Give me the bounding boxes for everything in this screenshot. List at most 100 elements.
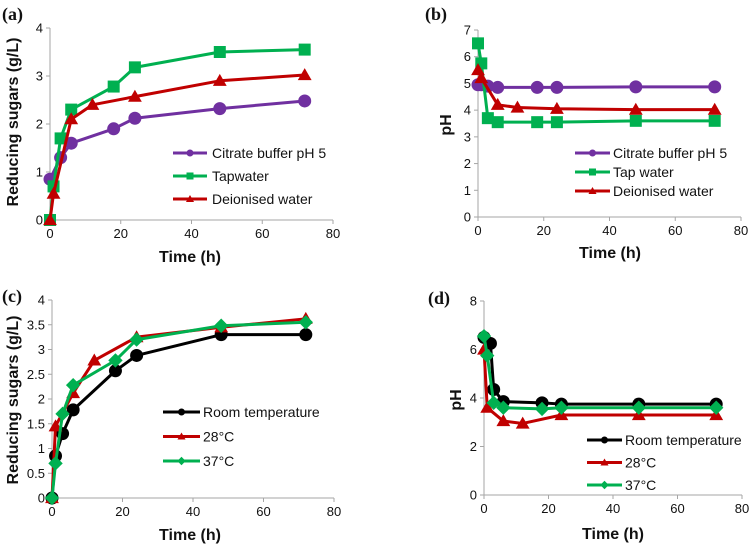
x-tick-label: 20 [114, 226, 128, 241]
legend-entry: 37°C [587, 477, 656, 493]
y-tick-label: 0.5 [27, 466, 45, 481]
legend-marker [178, 408, 185, 416]
y-axis-title: pH [438, 114, 455, 135]
data-point [54, 132, 67, 145]
x-axis-title: Time (h) [159, 527, 221, 544]
legend-marker [601, 436, 608, 444]
data-point [491, 116, 504, 129]
data-point [213, 46, 226, 58]
legend-label: Citrate buffer pH 5 [613, 145, 727, 161]
data-point [43, 213, 57, 226]
legend-entry: Citrate buffer pH 5 [575, 145, 727, 161]
y-axis-title: Reducing sugars (g/L) [5, 316, 22, 485]
data-point [476, 328, 492, 344]
chart-panel-b: 0 1 2 3 4 5 6 7 0 20 40 60 80 (b) Time (h) pH Citrate bu… [425, 4, 748, 262]
x-tick-label: 40 [602, 223, 616, 238]
y-tick-label: 6 [470, 342, 477, 357]
y-tick-label: 0 [470, 488, 477, 503]
series-citrate-buffer-ph-5 [471, 78, 722, 94]
series-37-c [476, 328, 724, 417]
data-point [510, 100, 525, 113]
legend-entry: Room temperature [163, 404, 320, 420]
series-line [478, 83, 715, 89]
data-point [496, 414, 511, 427]
data-point [481, 112, 494, 125]
x-axis-title: Time (h) [582, 526, 644, 543]
legend-label: Deionised water [613, 183, 714, 199]
y-tick-label: 1 [36, 165, 43, 180]
x-tick-label: 80 [735, 501, 749, 516]
x-tick-label: 0 [48, 504, 55, 519]
y-tick-label: 0 [464, 210, 471, 225]
data-point [65, 377, 81, 393]
data-point [708, 80, 722, 94]
series-37-c [44, 315, 313, 506]
data-point [48, 456, 63, 471]
legend-entry: Tap water [575, 164, 674, 180]
data-point [48, 419, 63, 432]
series-28-c [477, 342, 724, 429]
series-line [482, 349, 717, 425]
legend-marker [600, 480, 609, 490]
data-point [212, 73, 227, 86]
y-tick-label: 2 [470, 439, 477, 454]
data-point [708, 114, 721, 127]
legend-marker [177, 432, 186, 440]
data-point [472, 37, 484, 50]
y-tick-label: 1 [464, 183, 471, 198]
y-tick-label: 3.5 [27, 317, 45, 332]
data-point [707, 102, 722, 115]
data-point [554, 400, 569, 415]
data-point [299, 328, 313, 342]
legend-entry: Room temperature [587, 432, 742, 448]
data-point [475, 57, 488, 70]
data-point [298, 94, 312, 108]
data-point [474, 71, 489, 84]
legend-entry: Deionised water [575, 183, 714, 199]
data-point [550, 101, 564, 114]
legend-entry: Tapwater [173, 168, 269, 184]
legend-label: 28°C [625, 455, 656, 471]
legend-marker [186, 149, 194, 157]
legend-marker [177, 456, 186, 466]
data-point [480, 348, 495, 363]
data-point [65, 103, 78, 116]
legend-entry: Citrate buffer pH 5 [173, 145, 326, 161]
y-tick-label: 2 [38, 392, 45, 407]
data-point [480, 400, 495, 413]
data-point [85, 97, 100, 110]
legend-label: 37°C [625, 477, 656, 493]
y-tick-label: 2 [464, 156, 471, 171]
x-tick-label: 60 [670, 501, 684, 516]
data-point [628, 102, 643, 115]
y-tick-label: 4 [470, 391, 477, 406]
y-tick-label: 2 [36, 117, 43, 132]
series-deionised-water [471, 63, 722, 115]
x-tick-label: 0 [46, 226, 53, 241]
y-tick-label: 5 [464, 76, 471, 91]
x-tick-label: 80 [326, 226, 340, 241]
legend-marker [185, 194, 195, 202]
data-point [297, 68, 312, 81]
data-point [66, 403, 80, 417]
series-line [482, 336, 717, 406]
data-point [534, 401, 550, 417]
legend-entry: 37°C [163, 453, 234, 469]
data-point [550, 116, 563, 129]
legend-label: Citrate buffer pH 5 [212, 145, 326, 161]
y-tick-label: 2.5 [27, 367, 45, 382]
data-point [298, 315, 313, 330]
legend-marker [589, 168, 596, 176]
data-point [128, 89, 142, 102]
x-tick-label: 40 [184, 226, 198, 241]
legend-label: Room temperature [625, 432, 742, 448]
data-point [108, 353, 123, 368]
data-point [491, 80, 505, 94]
x-tick-label: 80 [327, 504, 341, 519]
y-tick-label: 3 [38, 342, 45, 357]
data-point [709, 400, 724, 415]
series-citrate-buffer-ph-5 [43, 94, 312, 186]
x-tick-label: 0 [480, 501, 487, 516]
data-point [44, 490, 60, 506]
y-tick-label: 4 [38, 293, 45, 308]
